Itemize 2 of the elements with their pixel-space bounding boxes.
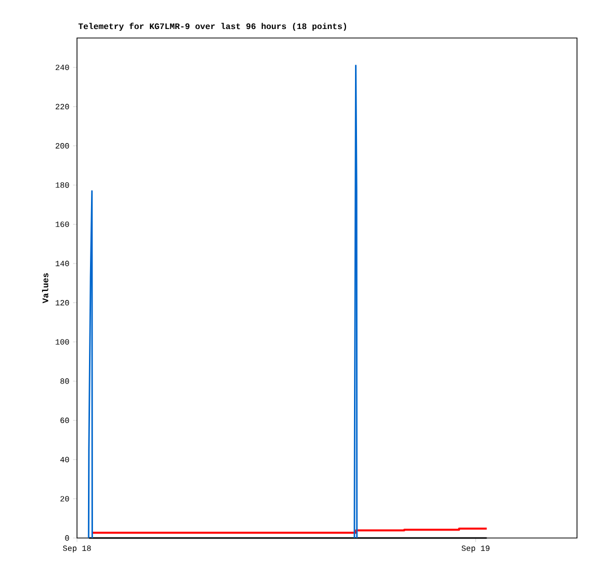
y-axis-title: Values bbox=[42, 273, 48, 304]
chart-title: Telemetry for KG7LMR-9 over last 96 hours (18 points) bbox=[78, 22, 346, 31]
